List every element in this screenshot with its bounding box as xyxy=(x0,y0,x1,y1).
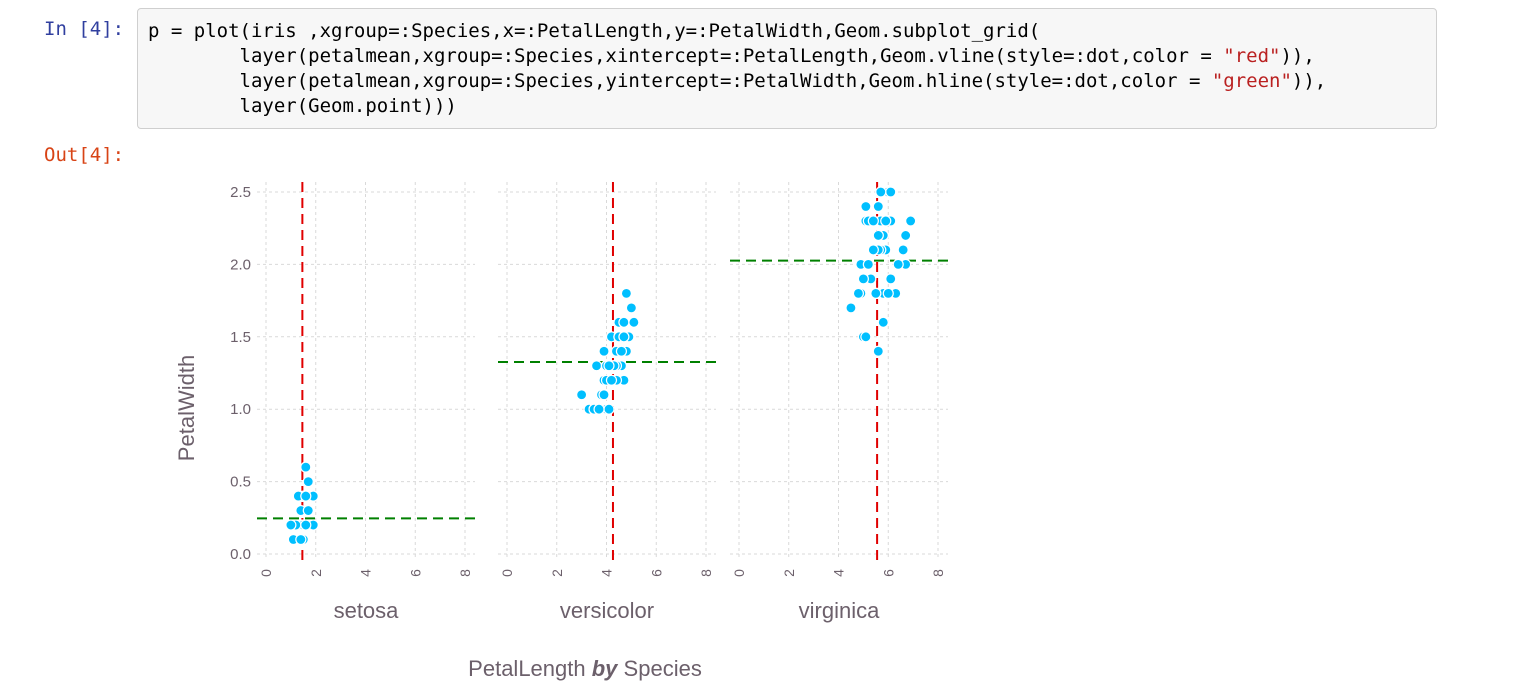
code-cell[interactable]: p = plot(iris ,xgroup=:Species,x=:PetalL… xyxy=(137,8,1437,129)
data-point xyxy=(603,360,615,372)
data-point xyxy=(862,258,874,270)
data-point xyxy=(872,229,884,242)
x-tick-label: 4 xyxy=(599,569,615,577)
code-line-4: layer(Geom.point))) xyxy=(148,95,457,117)
x-tick-label: 0 xyxy=(499,569,515,577)
data-point xyxy=(857,273,869,285)
x-tick-label: 6 xyxy=(407,569,423,577)
data-point xyxy=(870,287,882,299)
x-axis-label: PetalLength by Species xyxy=(468,656,702,681)
data-point xyxy=(877,316,889,328)
data-point xyxy=(302,504,314,517)
data-point xyxy=(880,215,892,227)
panel-versicolor: 0 2 4 6 8 versicolor xyxy=(498,182,716,623)
data-point xyxy=(576,389,588,401)
data-point xyxy=(302,476,314,488)
y-tick-label: 1.0 xyxy=(230,401,251,418)
data-point xyxy=(625,302,637,314)
data-point xyxy=(598,345,610,357)
data-point xyxy=(852,287,865,299)
data-point xyxy=(300,490,312,502)
x-tick-label: 8 xyxy=(698,569,714,577)
data-point xyxy=(882,287,894,299)
x-tick-label: 0 xyxy=(258,569,274,577)
group-label-versicolor: versicolor xyxy=(560,598,654,623)
group-label-setosa: setosa xyxy=(334,598,400,623)
data-point xyxy=(872,345,884,357)
data-point xyxy=(618,331,630,343)
data-point xyxy=(605,374,618,386)
data-point xyxy=(885,186,897,198)
x-tick-label: 4 xyxy=(831,569,847,577)
data-point xyxy=(590,360,603,372)
data-point xyxy=(905,215,917,227)
data-point xyxy=(593,403,605,415)
data-point xyxy=(860,200,872,213)
panel-setosa: 0 2 4 6 8 setosa xyxy=(257,182,475,623)
panel-virginica: 0 2 4 6 8 virginica xyxy=(730,182,948,623)
data-point xyxy=(885,273,897,285)
data-point xyxy=(603,403,615,415)
data-point xyxy=(860,331,872,343)
y-tick-label: 0.5 xyxy=(230,474,251,491)
code-line-1: p = plot(iris ,xgroup=:Species,x=:PetalL… xyxy=(148,20,1041,42)
code-editor[interactable]: p = plot(iris ,xgroup=:Species,x=:PetalL… xyxy=(148,19,1326,119)
data-point xyxy=(900,229,912,242)
data-point xyxy=(867,215,879,227)
data-point xyxy=(295,533,307,546)
data-point xyxy=(300,519,312,531)
group-label-virginica: virginica xyxy=(799,598,880,623)
x-tick-label: 0 xyxy=(731,569,747,577)
input-prompt: In [4]: xyxy=(44,18,125,40)
code-line-2: layer(petalmean,xgroup=:Species,xinterce… xyxy=(148,45,1315,67)
y-tick-label: 1.5 xyxy=(230,329,251,346)
code-line-3: layer(petalmean,xgroup=:Species,yinterce… xyxy=(148,70,1327,92)
y-tick-label: 2.5 xyxy=(230,184,251,201)
data-point xyxy=(285,519,297,531)
x-tick-label: 6 xyxy=(880,569,896,577)
data-point xyxy=(618,316,630,328)
x-tick-label: 8 xyxy=(457,569,473,577)
x-tick-label: 6 xyxy=(648,569,664,577)
y-axis-label: PetalWidth xyxy=(174,355,199,461)
data-point xyxy=(620,287,633,299)
data-point xyxy=(892,258,904,270)
x-tick-label: 4 xyxy=(358,569,374,577)
data-point xyxy=(867,244,879,256)
y-tick-label: 2.0 xyxy=(230,256,251,273)
data-point xyxy=(300,461,312,473)
y-tick-label: 0.0 xyxy=(230,546,251,563)
data-point xyxy=(875,186,887,198)
data-point xyxy=(615,345,628,357)
x-tick-label: 2 xyxy=(781,569,797,577)
data-point xyxy=(872,200,884,213)
x-tick-label: 8 xyxy=(930,569,946,577)
data-point xyxy=(628,316,640,328)
data-point xyxy=(897,244,909,256)
x-tick-label: 2 xyxy=(308,569,324,577)
data-point xyxy=(598,389,610,401)
data-point xyxy=(845,302,857,314)
x-tick-label: 2 xyxy=(549,569,565,577)
output-prompt: Out[4]: xyxy=(44,144,125,166)
